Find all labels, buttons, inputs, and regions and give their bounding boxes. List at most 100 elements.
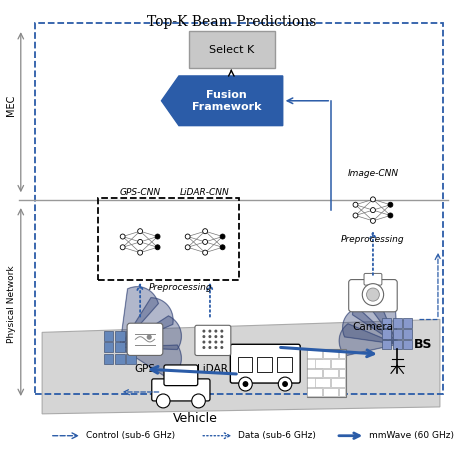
Bar (338, 369, 345, 377)
Bar (257, 357, 272, 372)
Bar (307, 349, 346, 397)
Circle shape (191, 394, 205, 408)
Bar (115, 331, 125, 341)
Bar (403, 318, 412, 328)
Text: Select K: Select K (209, 45, 255, 55)
Circle shape (220, 234, 225, 239)
Bar (308, 359, 322, 368)
Circle shape (371, 197, 375, 202)
Circle shape (220, 245, 225, 250)
Text: Data (sub-6 GHz): Data (sub-6 GHz) (238, 431, 316, 440)
Circle shape (185, 245, 190, 250)
Polygon shape (120, 287, 158, 347)
Circle shape (209, 329, 211, 333)
Bar (308, 350, 322, 358)
Text: Vehicle: Vehicle (173, 412, 218, 425)
Circle shape (214, 329, 218, 333)
Circle shape (202, 329, 205, 333)
Text: Fusion
Framework: Fusion Framework (191, 90, 261, 111)
Circle shape (137, 229, 143, 234)
Circle shape (202, 340, 205, 344)
Circle shape (214, 340, 218, 344)
Bar (392, 318, 402, 328)
Circle shape (156, 394, 170, 408)
Circle shape (209, 346, 211, 349)
Circle shape (282, 381, 288, 387)
Polygon shape (343, 308, 397, 344)
FancyBboxPatch shape (127, 323, 163, 355)
Bar (382, 340, 392, 349)
Circle shape (371, 218, 375, 223)
Polygon shape (365, 287, 397, 344)
Bar (126, 342, 136, 352)
Text: Camera: Camera (353, 323, 393, 333)
Circle shape (278, 377, 292, 391)
Bar (403, 329, 412, 339)
Text: GPS-CNN: GPS-CNN (119, 188, 161, 197)
FancyBboxPatch shape (189, 31, 275, 68)
Circle shape (220, 335, 223, 338)
Bar (237, 357, 252, 372)
Bar (323, 350, 337, 358)
Circle shape (155, 234, 160, 239)
Circle shape (203, 229, 208, 234)
Circle shape (185, 234, 190, 239)
Polygon shape (120, 345, 182, 379)
Bar (104, 331, 113, 341)
Bar (392, 340, 402, 349)
Circle shape (220, 346, 223, 349)
Circle shape (362, 283, 383, 305)
Bar (323, 388, 337, 396)
FancyBboxPatch shape (364, 273, 382, 285)
Bar (403, 340, 412, 349)
Circle shape (203, 239, 208, 244)
Circle shape (202, 335, 205, 338)
Bar (338, 350, 345, 358)
FancyBboxPatch shape (152, 379, 210, 401)
Circle shape (146, 334, 152, 340)
Circle shape (209, 340, 211, 344)
Text: Preprocessing: Preprocessing (341, 235, 405, 244)
Bar (315, 359, 330, 368)
FancyBboxPatch shape (164, 365, 198, 386)
Text: Control (sub-6 GHz): Control (sub-6 GHz) (86, 431, 175, 440)
Circle shape (388, 213, 393, 218)
Text: LiDAR-CNN: LiDAR-CNN (180, 188, 230, 197)
Bar (323, 369, 337, 377)
Circle shape (388, 202, 393, 207)
Text: Preprocessing: Preprocessing (149, 283, 213, 292)
Circle shape (214, 335, 218, 338)
Text: Top-K Beam Predictions: Top-K Beam Predictions (146, 15, 316, 29)
Circle shape (155, 245, 160, 250)
Circle shape (371, 207, 375, 212)
Bar (308, 379, 322, 387)
Bar (115, 342, 125, 352)
Circle shape (366, 288, 379, 301)
Polygon shape (42, 319, 440, 414)
Circle shape (203, 250, 208, 255)
Bar (331, 359, 345, 368)
Bar (104, 342, 113, 352)
Circle shape (120, 234, 125, 239)
Circle shape (220, 329, 223, 333)
Text: GPS: GPS (135, 364, 155, 374)
FancyBboxPatch shape (230, 344, 300, 383)
Circle shape (209, 335, 211, 338)
FancyBboxPatch shape (195, 325, 231, 355)
Text: BS: BS (414, 338, 432, 351)
Bar (308, 369, 322, 377)
Circle shape (353, 202, 358, 207)
Circle shape (137, 250, 143, 255)
Bar (392, 329, 402, 339)
Text: Physical Network: Physical Network (7, 266, 16, 344)
Circle shape (202, 346, 205, 349)
Bar (338, 388, 345, 396)
Circle shape (239, 377, 252, 391)
Polygon shape (353, 294, 397, 344)
Bar (277, 357, 292, 372)
Circle shape (214, 346, 218, 349)
Polygon shape (339, 324, 397, 356)
Bar (382, 318, 392, 328)
Bar (126, 331, 136, 341)
Circle shape (137, 239, 143, 244)
